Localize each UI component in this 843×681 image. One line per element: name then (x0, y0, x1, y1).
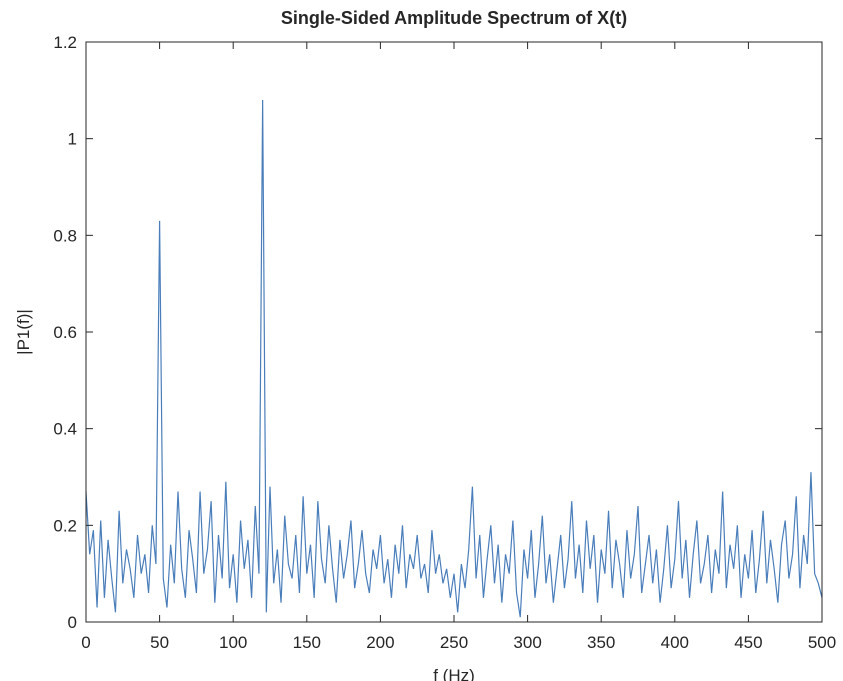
x-tick-label: 350 (587, 633, 615, 652)
x-tick-label: 300 (513, 633, 541, 652)
y-tick-label: 1 (68, 130, 77, 149)
x-tick-label: 100 (219, 633, 247, 652)
y-tick-label: 0.4 (53, 420, 77, 439)
x-tick-label: 0 (81, 633, 90, 652)
y-tick-label: 0.8 (53, 226, 77, 245)
y-tick-label: 0.6 (53, 323, 77, 342)
chart-title: Single-Sided Amplitude Spectrum of X(t) (281, 8, 627, 28)
y-axis-label: |P1(f)| (14, 309, 33, 355)
x-tick-label: 400 (661, 633, 689, 652)
x-axis-label: f (Hz) (433, 666, 475, 681)
x-tick-label: 50 (150, 633, 169, 652)
x-tick-label: 200 (366, 633, 394, 652)
y-tick-label: 0.2 (53, 516, 77, 535)
y-tick-label: 1.2 (53, 33, 77, 52)
y-tick-label: 0 (68, 613, 77, 632)
x-tick-label: 450 (734, 633, 762, 652)
x-tick-label: 250 (440, 633, 468, 652)
spectrum-line (85, 99, 823, 618)
x-tick-label: 500 (808, 633, 836, 652)
x-tick-label: 150 (293, 633, 321, 652)
